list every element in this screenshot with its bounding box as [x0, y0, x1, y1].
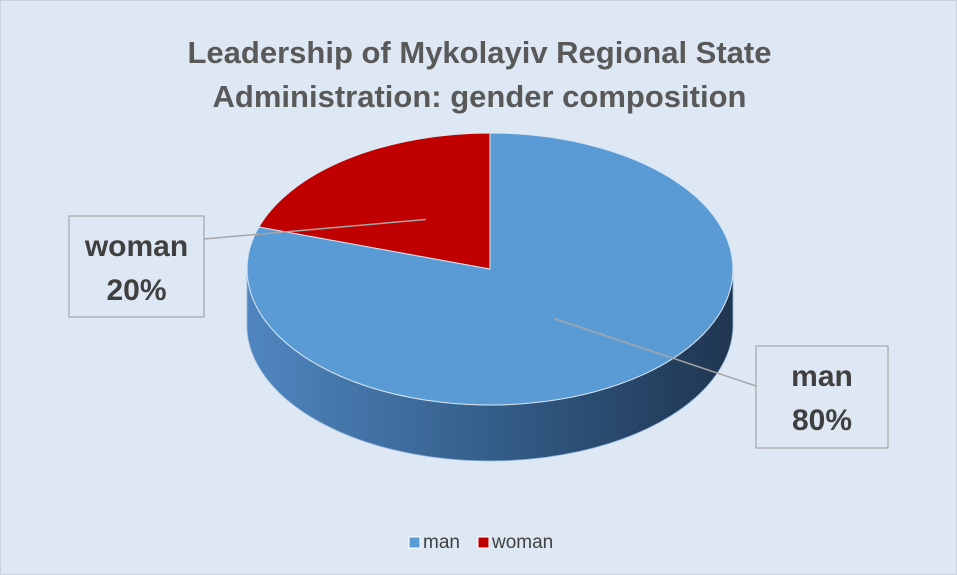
legend-label: woman [491, 532, 553, 553]
slice [258, 132, 491, 270]
leader-line [554, 317, 757, 387]
label-box [68, 215, 205, 318]
data-label-value: 20% [106, 274, 166, 307]
data-label-value: 80% [792, 404, 852, 437]
title-box: Leadership of Mykolayiv Regional State A… [1, 31, 957, 119]
leader-line [203, 218, 426, 240]
label-box [755, 345, 889, 449]
legend-label: man [423, 532, 460, 553]
data-label-name: woman [84, 230, 188, 263]
legend-swatch [408, 536, 421, 549]
chart-title: Leadership of Mykolayiv Regional State A… [187, 35, 772, 114]
data-label-name: man [791, 360, 853, 393]
legend-swatch [477, 536, 490, 549]
